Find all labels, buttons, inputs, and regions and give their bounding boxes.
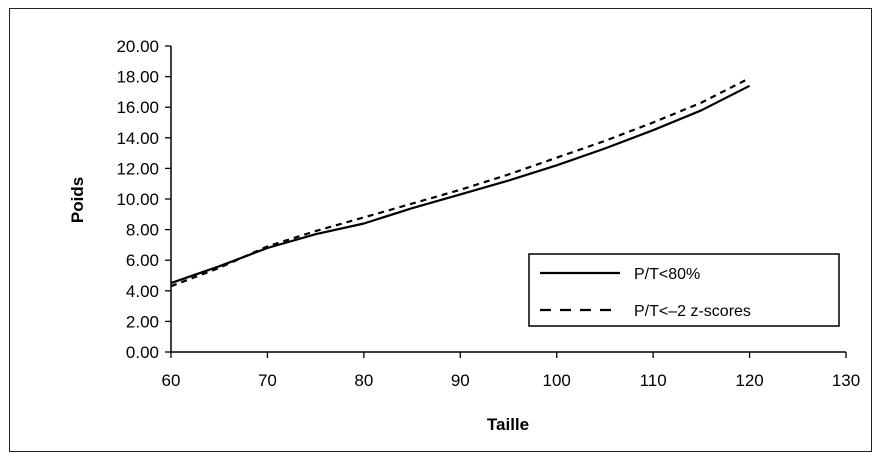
x-tick-label: 110 <box>640 371 667 390</box>
y-axis-title: Poids <box>68 177 87 223</box>
legend-label-series-1: P/T<80% <box>634 266 700 283</box>
x-tick-label: 70 <box>258 371 277 390</box>
y-tick-label: 4.00 <box>126 282 159 301</box>
ticks: 0.00 2.00 4.00 6.00 8.00 10.00 12.00 14.00 16.00… <box>116 37 860 390</box>
y-tick-label: 0.00 <box>126 343 159 362</box>
series-line-2 <box>170 77 751 288</box>
y-tick-label: 12.00 <box>116 159 159 178</box>
series-layer <box>170 77 751 288</box>
x-tick-label: 130 <box>832 371 860 390</box>
x-tick-label: 100 <box>543 371 571 390</box>
y-tick-label: 18.00 <box>116 68 159 87</box>
y-tick-label: 14.00 <box>116 129 159 148</box>
x-tick-label: 90 <box>451 371 470 390</box>
legend-box <box>528 253 840 327</box>
chart-frame <box>9 8 872 452</box>
series-line-1 <box>170 84 751 285</box>
legend: P/T<80% P/T<–2 z-scores <box>528 253 840 327</box>
y-tick-label: 16.00 <box>116 98 159 117</box>
y-tick-label: 10.00 <box>116 190 159 209</box>
x-tick-label: 80 <box>354 371 373 390</box>
x-tick-label: 60 <box>162 371 181 390</box>
x-tick-label: 120 <box>735 371 763 390</box>
y-tick-label: 20.00 <box>116 37 159 56</box>
y-tick-label: 6.00 <box>126 251 159 270</box>
y-tick-label: 8.00 <box>126 221 159 240</box>
legend-label-series-2: P/T<–2 z-scores <box>634 303 751 320</box>
x-axis-title: Taille <box>487 415 529 434</box>
y-tick-label: 2.00 <box>126 312 159 331</box>
